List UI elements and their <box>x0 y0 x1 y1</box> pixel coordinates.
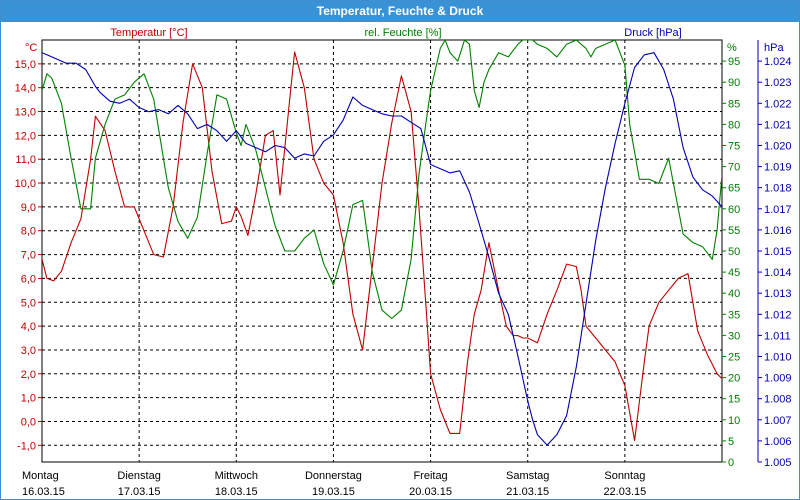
temperature-tick-label: 13,0 <box>15 107 36 119</box>
pressure-tick-label: 1.021 <box>764 119 792 131</box>
x-date-label: 16.03.15 <box>22 486 65 498</box>
humidity-tick-label: 55 <box>728 225 740 237</box>
temperature-tick-label: 1,0 <box>21 393 36 405</box>
chart-axes <box>38 39 762 463</box>
x-day-label: Sonntag <box>604 470 645 482</box>
temperature-tick-label: 15,0 <box>15 59 36 71</box>
humidity-tick-label: 0 <box>728 457 734 469</box>
humidity-tick-label: 35 <box>728 309 740 321</box>
pressure-tick-label: 1.006 <box>764 436 792 448</box>
temperature-tick-label: -1,0 <box>17 440 36 452</box>
humidity-tick-label: 70 <box>728 162 740 174</box>
chart-grid <box>42 40 722 462</box>
humidity-series-line <box>42 40 722 320</box>
humidity-tick-label: 15 <box>728 394 740 406</box>
x-day-label: Montag <box>22 470 59 482</box>
pressure-tick-label: 1.020 <box>764 141 792 153</box>
pressure-tick-label: 1.015 <box>764 246 792 258</box>
humidity-tick-label: 30 <box>728 330 740 342</box>
temperature-tick-label: 0,0 <box>21 416 36 428</box>
pressure-tick-label: 1.009 <box>764 373 792 385</box>
pressure-tick-label: 1.022 <box>764 98 792 110</box>
series-lines <box>42 40 722 446</box>
temperature-tick-label: 11,0 <box>15 154 36 166</box>
temperature-tick-label: 9,0 <box>21 202 36 214</box>
pressure-tick-label: 1.011 <box>764 330 791 342</box>
x-day-label: Mittwoch <box>215 470 258 482</box>
temperature-unit: °C <box>25 42 37 54</box>
temperature-tick-label: 12,0 <box>15 130 36 142</box>
humidity-tick-label: 85 <box>728 98 740 110</box>
x-day-label: Donnerstag <box>305 470 362 482</box>
x-axis-labels: Montag 16.03.15 Dienstag 17.03.15 Mittwoch 18… <box>22 470 646 498</box>
temperature-tick-label: 8,0 <box>21 226 36 238</box>
humidity-tick-label: 20 <box>728 373 740 385</box>
x-day-label: Dienstag <box>117 470 160 482</box>
pressure-tick-label: 1.017 <box>764 204 792 216</box>
humidity-unit: % <box>727 42 737 54</box>
pressure-tick-label: 1.019 <box>764 162 792 174</box>
temperature-tick-label: 14,0 <box>15 83 36 95</box>
pressure-tick-label: 1.016 <box>764 225 792 237</box>
x-date-label: 18.03.15 <box>215 486 258 498</box>
humidity-tick-label: 80 <box>728 119 740 131</box>
pressure-tick-label: 1.005 <box>764 457 792 469</box>
pressure-tick-label: 1.012 <box>764 309 792 321</box>
x-day-label: Samstag <box>506 470 549 482</box>
x-date-label: 17.03.15 <box>118 486 161 498</box>
pressure-tick-label: 1.018 <box>764 183 792 195</box>
pressure-tick-label: 1.014 <box>764 267 792 279</box>
temperature-tick-label: 6,0 <box>21 273 36 285</box>
temperature-tick-label: 2,0 <box>21 369 36 381</box>
x-day-label: Freitag <box>413 470 447 482</box>
temperature-tick-label: 3,0 <box>21 345 36 357</box>
humidity-tick-label: 25 <box>728 352 740 364</box>
humidity-tick-label: 50 <box>728 246 740 258</box>
temperature-tick-label: 10,0 <box>15 178 36 190</box>
temperature-series-line <box>42 51 722 442</box>
pressure-tick-label: 1.024 <box>764 56 792 68</box>
pressure-tick-label: 1.007 <box>764 415 792 427</box>
humidity-tick-label: 90 <box>728 77 740 89</box>
x-date-label: 19.03.15 <box>312 486 355 498</box>
temperature-tick-label: 7,0 <box>21 250 36 262</box>
pressure-tick-label: 1.023 <box>764 77 792 89</box>
humidity-tick-label: 60 <box>728 204 740 216</box>
humidity-tick-label: 45 <box>728 267 740 279</box>
x-date-label: 21.03.15 <box>506 486 549 498</box>
humidity-axis-title: rel. Feuchte [%] <box>364 27 441 39</box>
humidity-tick-label: 65 <box>728 183 740 195</box>
temperature-tick-label: 5,0 <box>21 297 36 309</box>
tick-labels: -1,0 0,0 1,0 2,0 3,0 4,0 5,0 6,0 7,0 8,0 9,0 10,0 11… <box>15 56 792 469</box>
humidity-tick-label: 95 <box>728 56 740 68</box>
pressure-tick-label: 1.008 <box>764 394 792 406</box>
temperature-tick-label: 4,0 <box>21 321 36 333</box>
x-date-label: 22.03.15 <box>603 486 646 498</box>
pressure-tick-label: 1.010 <box>764 352 792 364</box>
weather-chart: Temperatur [°C] rel. Feuchte [%] Druck [… <box>15 27 792 498</box>
humidity-tick-label: 40 <box>728 288 740 300</box>
temperature-axis-title: Temperatur [°C] <box>110 27 187 39</box>
window-title-bar: Temperatur, Feuchte & Druck <box>1 1 799 22</box>
humidity-tick-label: 5 <box>728 436 734 448</box>
pressure-unit: hPa <box>764 42 784 54</box>
pressure-series-line <box>42 52 722 446</box>
window-title: Temperatur, Feuchte & Druck <box>316 4 484 18</box>
humidity-tick-label: 75 <box>728 141 740 153</box>
pressure-axis-title: Druck [hPa] <box>624 27 681 39</box>
humidity-tick-label: 10 <box>728 415 740 427</box>
plot-frame <box>41 39 723 463</box>
pressure-tick-label: 1.013 <box>764 288 792 300</box>
x-date-label: 20.03.15 <box>409 486 452 498</box>
